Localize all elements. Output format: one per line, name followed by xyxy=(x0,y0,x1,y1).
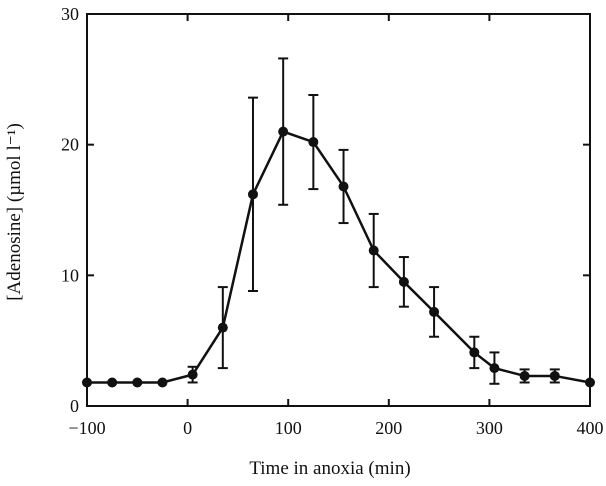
data-point xyxy=(398,276,409,287)
data-point xyxy=(469,347,480,358)
y-axis-label: [Adenosine] (µmol l⁻¹) xyxy=(4,123,25,301)
x-tick-label: 400 xyxy=(577,418,604,438)
data-point xyxy=(519,370,530,381)
y-tick-label: 10 xyxy=(61,265,79,285)
data-point xyxy=(429,306,440,317)
data-point xyxy=(308,137,319,148)
y-tick-label: 0 xyxy=(70,396,79,416)
data-point xyxy=(82,377,92,388)
data-point xyxy=(247,189,258,200)
x-tick-label: 0 xyxy=(183,418,192,438)
x-tick-label: 300 xyxy=(476,418,503,438)
x-tick-label: 100 xyxy=(275,418,302,438)
y-tick-label: 20 xyxy=(61,135,79,155)
data-point xyxy=(368,245,379,256)
x-tick-label: −100 xyxy=(68,418,105,438)
data-point xyxy=(107,377,118,388)
data-point xyxy=(157,377,168,388)
y-tick-label: 30 xyxy=(61,4,79,24)
x-tick-label: 200 xyxy=(375,418,402,438)
data-point xyxy=(278,126,289,137)
data-point xyxy=(549,370,560,381)
x-axis-label: Time in anoxia (min) xyxy=(249,458,410,479)
data-point xyxy=(187,369,198,380)
plot-frame xyxy=(86,13,591,407)
data-point xyxy=(132,377,143,388)
data-point xyxy=(489,363,500,374)
data-point xyxy=(338,181,349,192)
plot-marks xyxy=(82,57,595,388)
data-point xyxy=(585,377,595,388)
series-line xyxy=(87,130,591,384)
data-point xyxy=(217,322,228,333)
